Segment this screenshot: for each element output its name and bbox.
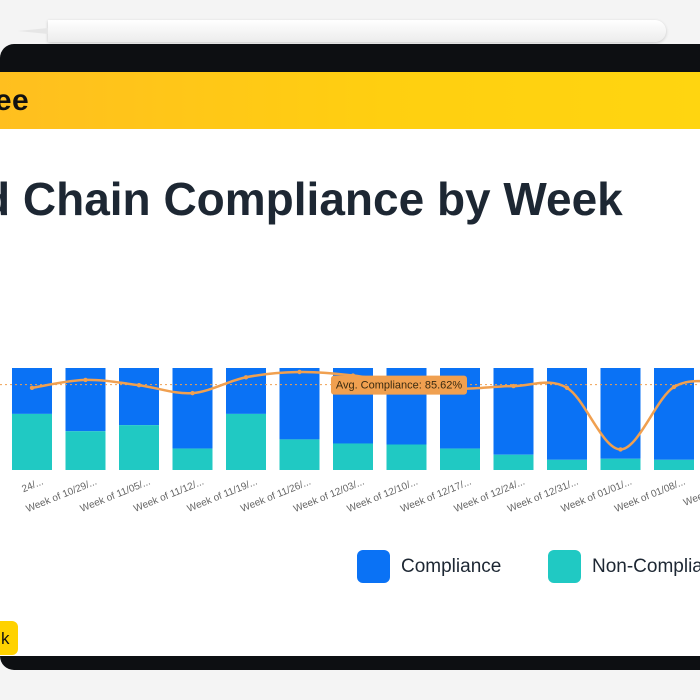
non-compliance-bar-4	[226, 413, 266, 470]
x-axis-labels: 24/...Week of 10/29/...Week of 11/05/...…	[20, 476, 700, 515]
legend-partial-label: k	[1, 629, 10, 648]
compliance-bar-2	[119, 368, 159, 426]
compliance-bar-5	[279, 368, 320, 440]
non-compliance-swatch	[548, 550, 581, 583]
compliance-bar-3	[172, 368, 213, 449]
trend-point-1	[83, 377, 88, 383]
non-compliance-bar-10	[547, 459, 587, 470]
trend-point-4	[243, 375, 249, 380]
trend-point-3	[190, 390, 195, 396]
trend-point-5	[297, 369, 302, 375]
page-title: d Chain Compliance by Week	[0, 173, 623, 225]
legend-label-compliance: Compliance	[401, 555, 502, 577]
trend-point-0	[29, 385, 35, 391]
trend-point-9	[511, 383, 516, 389]
trend-point-10	[564, 385, 570, 391]
apple-pencil	[18, 20, 666, 42]
compliance-bar-0	[12, 368, 52, 414]
trend-point-2	[136, 383, 142, 388]
compliance-bar-9	[493, 368, 534, 455]
non-compliance-bar-6	[333, 443, 373, 470]
header-bar: bee	[0, 72, 700, 129]
compliance-bar-1	[65, 368, 106, 432]
non-compliance-bar-0	[12, 413, 52, 470]
trend-point-11	[618, 447, 623, 452]
legend-label-non-compliance: Non-Complia	[592, 555, 700, 577]
non-compliance-bar-3	[172, 448, 213, 470]
brand-logo: bee	[0, 84, 30, 117]
legend-item-partial: k	[0, 621, 18, 655]
non-compliance-bar-12	[654, 459, 694, 470]
compliance-chart: 24/...Week of 10/29/...Week of 11/05/...…	[0, 368, 700, 515]
compliance-swatch	[357, 550, 390, 583]
non-compliance-bar-2	[119, 425, 159, 470]
legend-item-non-compliance: Non-Complia	[548, 550, 700, 583]
non-compliance-bar-11	[600, 458, 641, 470]
non-compliance-bar-1	[65, 431, 106, 470]
tablet-screen: bee d Chain Compliance by Week 24/...Wee…	[0, 72, 700, 656]
non-compliance-bar-7	[386, 444, 427, 470]
non-compliance-bar-9	[493, 454, 534, 470]
avg-compliance-label: Avg. Compliance: 85.62%	[331, 375, 467, 395]
x-tick-label-0: 24/...	[20, 477, 45, 496]
non-compliance-bar-5	[279, 439, 320, 470]
compliance-bar-11	[600, 368, 641, 459]
non-compliance-bar-8	[440, 448, 480, 470]
chart-bars	[12, 368, 694, 470]
tablet-device: bee d Chain Compliance by Week 24/...Wee…	[0, 44, 700, 670]
trend-point-12	[671, 384, 677, 390]
avg-compliance-text: Avg. Compliance: 85.62%	[336, 380, 463, 392]
legend-item-compliance: Compliance	[357, 550, 501, 583]
